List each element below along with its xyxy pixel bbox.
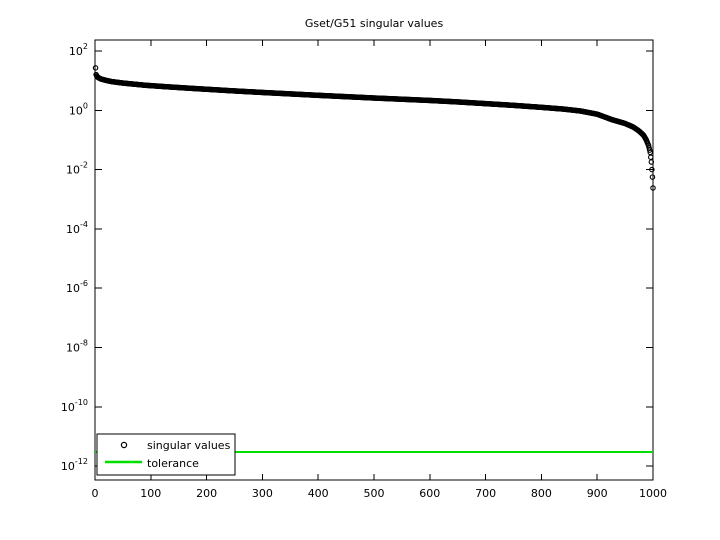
- y-axis-ticks: 102 100 10-2 10-4 10-6 10-8 10-10 10-12: [61, 42, 653, 473]
- data-marker: [649, 174, 656, 180]
- legend: singular values tolerance: [96, 433, 236, 476]
- y-tick-label: 10-10: [61, 398, 88, 414]
- data-marker: [646, 147, 653, 153]
- y-tick-label: 102: [69, 42, 88, 58]
- x-tick-label: 700: [475, 487, 496, 500]
- x-tick-label: 600: [419, 487, 440, 500]
- x-tick-label: 100: [140, 487, 161, 500]
- x-tick-label: 200: [196, 487, 217, 500]
- legend-marker-icon: [120, 441, 128, 449]
- data-marker: [650, 185, 656, 191]
- data-marker: [648, 159, 655, 165]
- data-marker: [92, 65, 99, 71]
- data-marker: [649, 166, 655, 173]
- y-tick-label: 10-4: [66, 220, 88, 236]
- y-tick-label: 100: [69, 101, 88, 117]
- legend-box: [96, 433, 236, 476]
- x-tick-label: 1000: [639, 487, 667, 500]
- x-tick-label: 0: [92, 487, 99, 500]
- y-tick-label: 10-6: [66, 279, 88, 295]
- legend-label-singular-values: singular values: [147, 439, 231, 452]
- x-tick-label: 300: [252, 487, 273, 500]
- x-axis-ticks: 0 100 200 300 400 500 600 700 800 900 1000: [92, 40, 667, 500]
- axes-box: [94, 39, 654, 481]
- plot-title: Gset/G51 singular values: [304, 17, 444, 30]
- legend-label-tolerance: tolerance: [147, 457, 199, 470]
- x-tick-label: 400: [308, 487, 329, 500]
- y-tick-label: 10-12: [61, 457, 88, 473]
- x-tick-label: 900: [587, 487, 608, 500]
- data-marker: [648, 154, 654, 160]
- singular-values-markers: [92, 65, 656, 191]
- y-tick-label: 10-2: [66, 161, 88, 177]
- y-tick-label: 10-8: [66, 339, 88, 355]
- x-tick-label: 500: [364, 487, 385, 500]
- x-tick-label: 800: [531, 487, 552, 500]
